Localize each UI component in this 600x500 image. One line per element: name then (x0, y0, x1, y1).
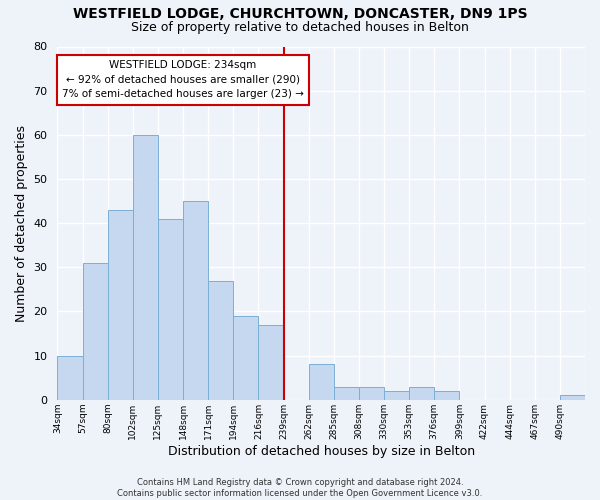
Bar (58, 356, 83, 400)
Text: WESTFIELD LODGE: 234sqm
← 92% of detached houses are smaller (290)
7% of semi-de: WESTFIELD LODGE: 234sqm ← 92% of detache… (62, 60, 304, 100)
Bar (259, 324, 284, 400)
Bar (107, 210, 133, 400)
Bar (434, 391, 460, 400)
Bar (233, 316, 259, 400)
Text: Size of property relative to detached houses in Belton: Size of property relative to detached ho… (131, 21, 469, 34)
Bar (308, 364, 334, 400)
Bar (409, 386, 434, 400)
Y-axis label: Number of detached properties: Number of detached properties (15, 124, 28, 322)
Bar (384, 391, 409, 400)
Bar (158, 218, 183, 400)
Text: Contains HM Land Registry data © Crown copyright and database right 2024.
Contai: Contains HM Land Registry data © Crown c… (118, 478, 482, 498)
X-axis label: Distribution of detached houses by size in Belton: Distribution of detached houses by size … (167, 444, 475, 458)
Bar (83, 263, 107, 400)
Bar (208, 280, 233, 400)
Text: WESTFIELD LODGE, CHURCHTOWN, DONCASTER, DN9 1PS: WESTFIELD LODGE, CHURCHTOWN, DONCASTER, … (73, 8, 527, 22)
Bar (183, 201, 208, 400)
Bar (560, 396, 585, 400)
Bar (334, 386, 359, 400)
Bar (359, 386, 384, 400)
Bar (133, 135, 158, 400)
